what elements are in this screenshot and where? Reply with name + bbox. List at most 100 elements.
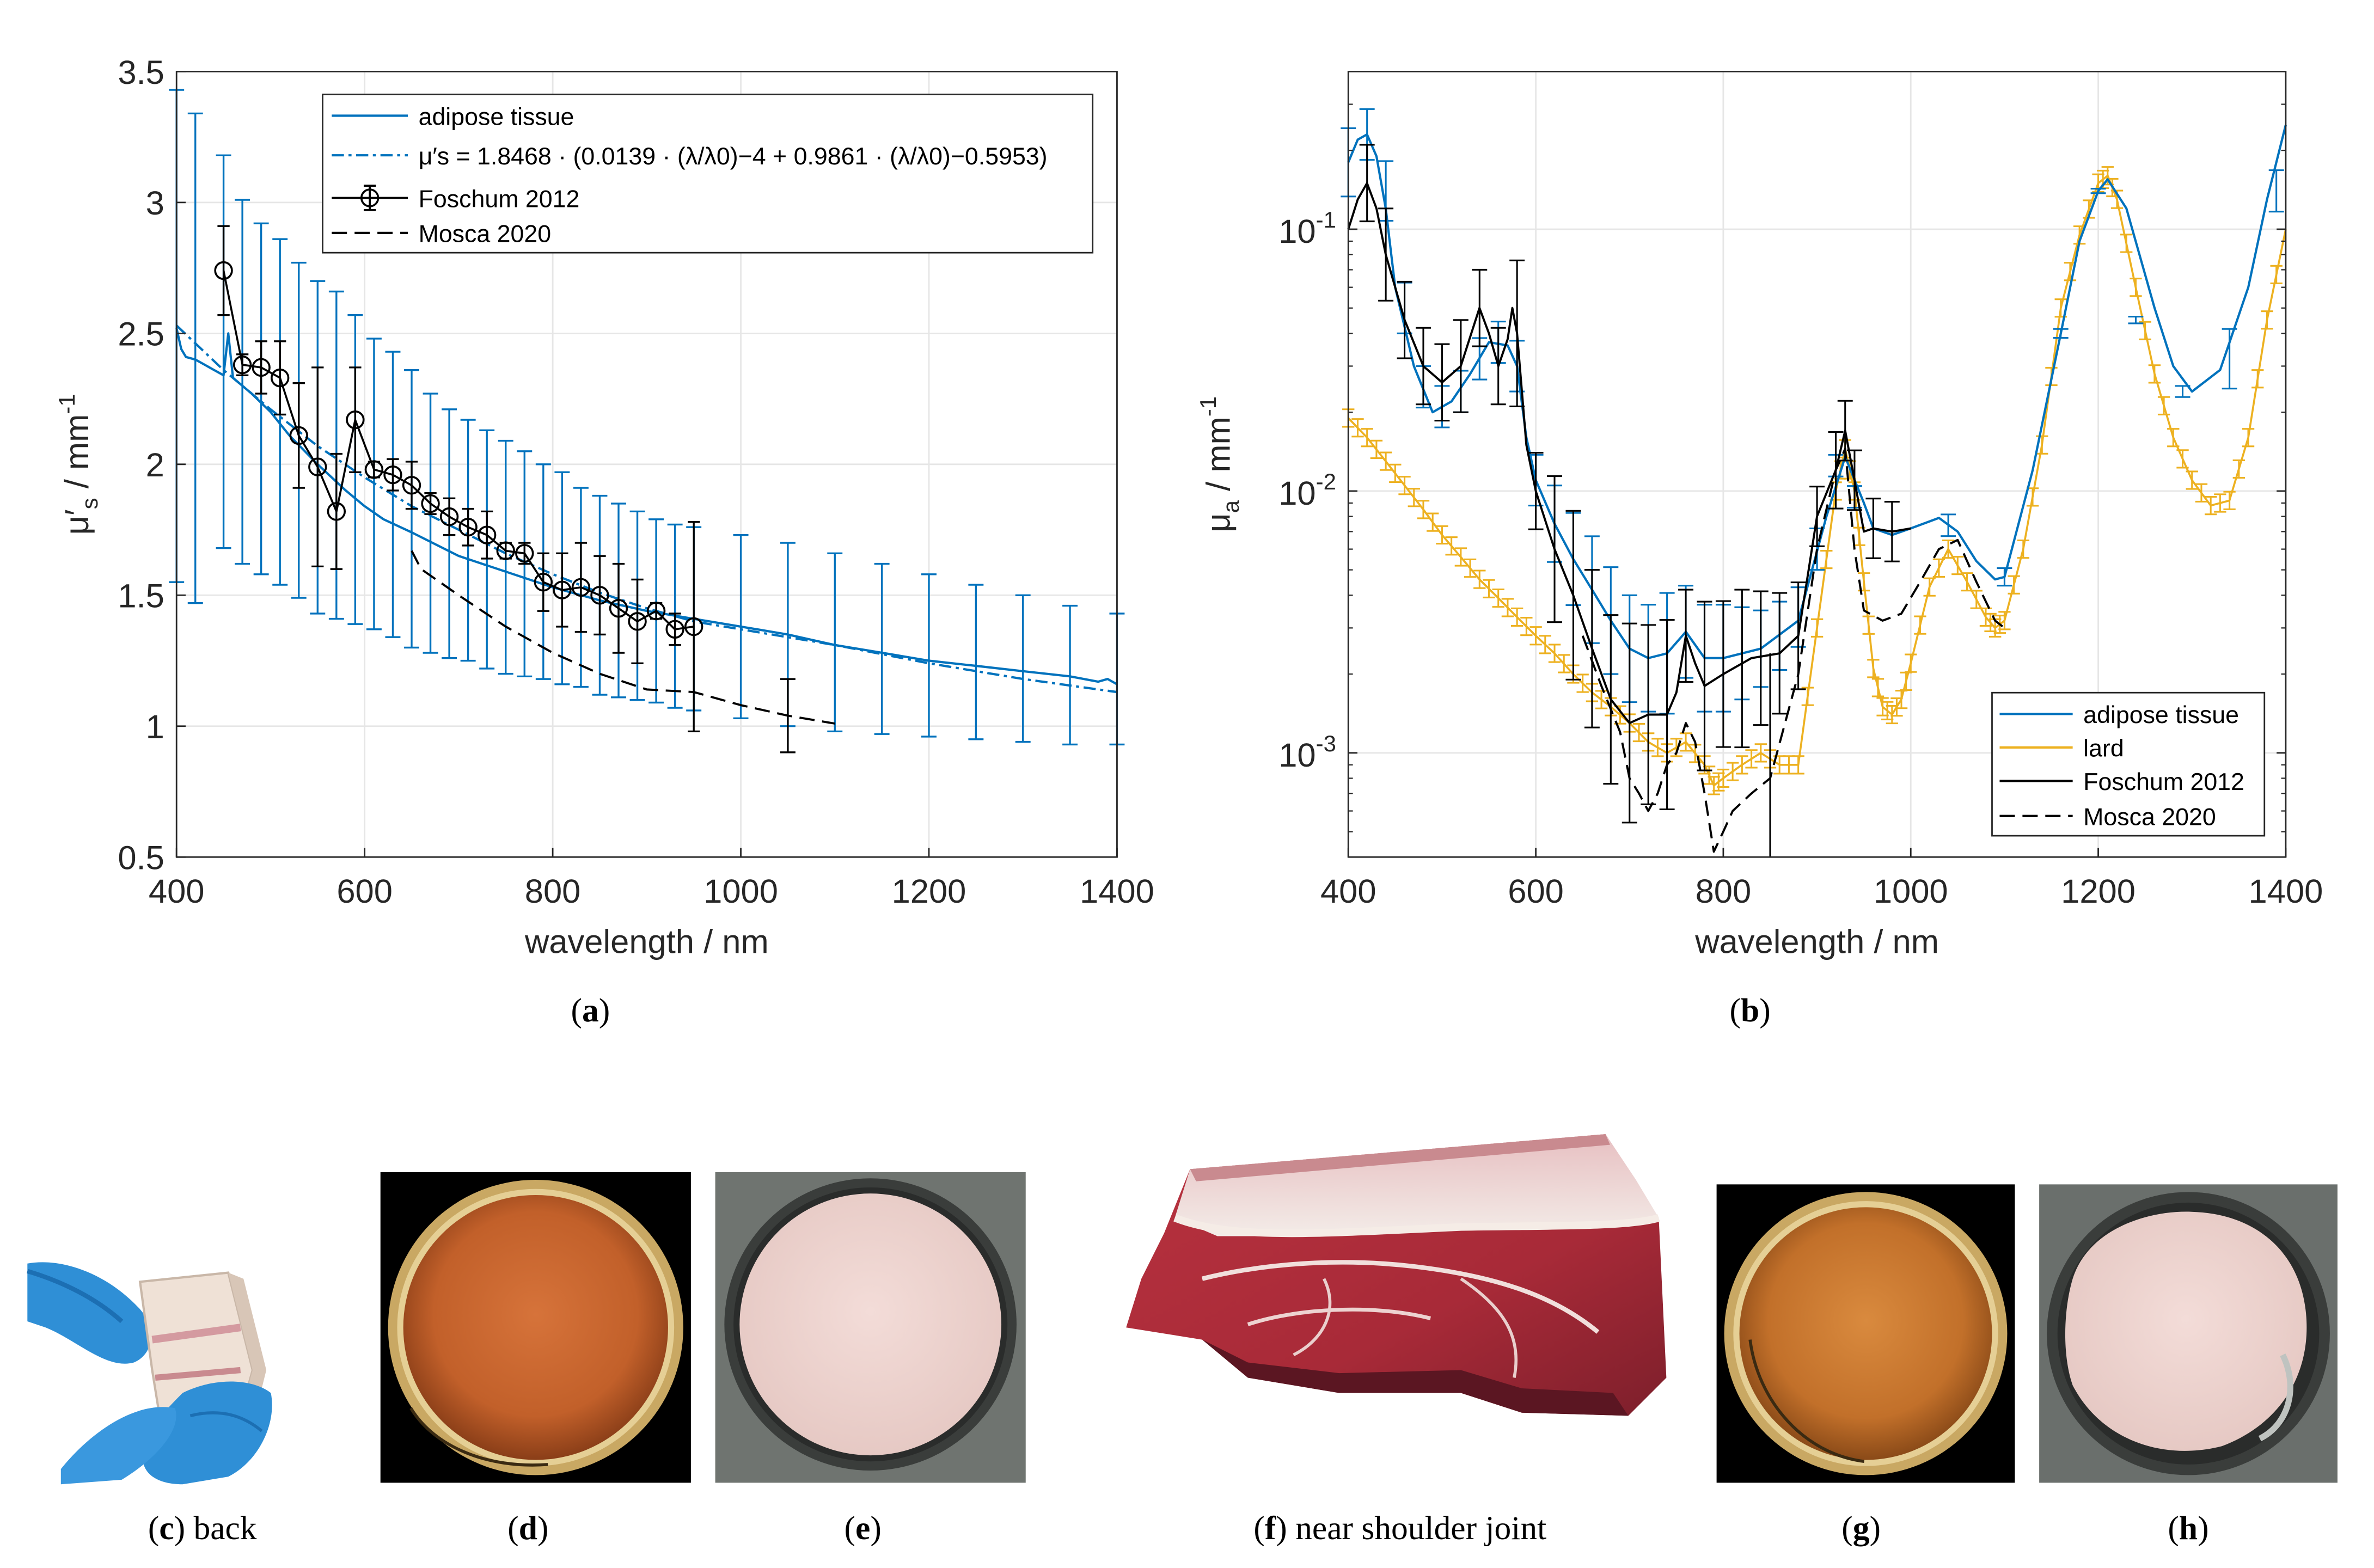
- point-foschum-a: [439, 507, 459, 526]
- point-foschum-a: [571, 578, 591, 597]
- legend-a: adipose tissue μ′s = 1.8468 · (0.0139 · …: [322, 93, 1094, 254]
- point-foschum-a: [590, 586, 609, 605]
- point-foschum-a: [252, 358, 271, 377]
- point-foschum-a: [665, 620, 684, 639]
- photo-d-orange-dish: [380, 1172, 691, 1483]
- y-tick-label: 1: [146, 708, 164, 746]
- photo-e-pink-dish: [715, 1172, 1026, 1483]
- legend-b-label-2: Foschum 2012: [2083, 769, 2244, 795]
- y-tick-label: 2: [146, 446, 164, 484]
- point-foschum-a: [289, 426, 308, 445]
- point-foschum-a: [534, 573, 553, 592]
- y-tick-label-exponent: -3: [1316, 731, 1336, 756]
- ylabel-a-sub: s: [77, 498, 102, 509]
- caption-a-letter: a: [582, 992, 599, 1029]
- y-tick-label: 3: [146, 185, 164, 222]
- caption-g-letter: g: [1853, 1510, 1870, 1547]
- ylabel-b-unit: / mm: [1200, 416, 1237, 500]
- point-foschum-a: [458, 518, 478, 537]
- x-tick-label: 1000: [1874, 873, 1948, 910]
- caption-e-letter: e: [855, 1510, 870, 1547]
- x-tick-label: 400: [1320, 873, 1376, 910]
- caption-c: (c) back: [148, 1510, 257, 1547]
- legend-a-label-0: adipose tissue: [419, 103, 574, 130]
- point-foschum-a: [515, 544, 534, 563]
- caption-c-text: back: [185, 1510, 257, 1547]
- xlabel-a: wavelength / nm: [524, 923, 769, 960]
- ylabel-b: μa / mm-1: [1195, 396, 1244, 532]
- legend-b: adipose tissue lard Foschum 2012 Mosca 2…: [1991, 691, 2266, 837]
- caption-g: (g): [1841, 1510, 1881, 1547]
- caption-a: (a): [571, 992, 610, 1029]
- legend-b-label-3: Mosca 2020: [2083, 804, 2216, 830]
- ylabel-a: μ′s / mm-1: [54, 394, 102, 535]
- x-tick-label: 800: [525, 873, 581, 910]
- ylabel-b-sub: a: [1218, 500, 1244, 513]
- ylabel-a-sup: -1: [54, 394, 79, 414]
- caption-h: (h): [2168, 1510, 2208, 1547]
- point-foschum-a: [646, 601, 666, 621]
- x-tick-label: 600: [1508, 873, 1564, 910]
- photo-f-pork-cut: [1126, 1134, 1667, 1416]
- y-tick-label: 3.5: [118, 54, 164, 91]
- photo-h-pink-dish: [2039, 1184, 2338, 1483]
- caption-b: (b): [1730, 992, 1771, 1029]
- ylabel-a-mu: μ: [58, 516, 96, 535]
- point-foschum-a: [496, 541, 515, 560]
- x-tick-label: 1200: [2061, 873, 2136, 910]
- legend-b-label-1: lard: [2083, 736, 2124, 762]
- caption-c-letter: c: [159, 1510, 174, 1547]
- y-tick-label: 10-1: [1278, 207, 1336, 250]
- caption-d: (d): [507, 1510, 548, 1547]
- series-a: [169, 89, 1125, 754]
- ylabel-b-mu: μ: [1200, 513, 1237, 532]
- point-foschum-a: [553, 580, 572, 599]
- x-tick-label: 1000: [703, 873, 778, 910]
- point-foschum-a: [346, 410, 365, 430]
- ylabel-b-sup: -1: [1195, 396, 1221, 416]
- y-tick-label: 1.5: [118, 578, 164, 615]
- x-tick-label: 800: [1696, 873, 1752, 910]
- ylabel-a-prime: ′: [58, 509, 96, 516]
- svg-text:μa / mm-1: μa / mm-1: [1195, 396, 1244, 532]
- y-tick-label: 0.5: [118, 840, 164, 877]
- x-tick-label: 400: [149, 873, 205, 910]
- point-foschum-a: [478, 525, 497, 544]
- axes-box-b: [1347, 71, 2287, 858]
- x-tick-label: 1400: [1080, 873, 1154, 910]
- x-tick-label: 600: [336, 873, 393, 910]
- point-foschum-a: [684, 617, 703, 636]
- caption-d-letter: d: [519, 1510, 537, 1547]
- legend-a-label-3: Mosca 2020: [419, 221, 552, 248]
- caption-f-letter: f: [1265, 1510, 1277, 1547]
- point-foschum-a: [364, 460, 384, 479]
- caption-e: (e): [845, 1510, 882, 1547]
- line-foschum-a: [222, 270, 694, 630]
- ticks-a: 400 600 800 1000 1200 1400 0.5 1 1.5 2 2.5 3 3.5: [118, 54, 1154, 910]
- line-foschum-b: [1347, 182, 1911, 725]
- legend-b-label-0: adipose tissue: [2083, 702, 2239, 728]
- y-tick-label-base: 10: [1278, 213, 1316, 250]
- point-foschum-a: [214, 261, 233, 280]
- line-mosca-a: [411, 550, 835, 725]
- ylabel-a-unit: / mm: [58, 414, 96, 498]
- y-tick-label-exponent: -1: [1316, 207, 1336, 232]
- point-foschum-a: [402, 476, 421, 495]
- point-foschum-a: [232, 355, 252, 375]
- xlabel-b: wavelength / nm: [1694, 923, 1939, 960]
- x-tick-label: 1400: [2248, 873, 2323, 910]
- legend-a-label-1: μ′s = 1.8468 · (0.0139 · (λ/λ0)−4 + 0.98…: [419, 143, 1048, 170]
- y-tick-label: 10-3: [1278, 731, 1336, 774]
- photo-c-gloved-hands-holding-sample: [27, 1257, 276, 1485]
- legend-a-label-2: Foschum 2012: [419, 186, 580, 212]
- series-b: [1341, 108, 2287, 857]
- photo-g-orange-dish: [1716, 1184, 2015, 1483]
- line-mosca-b: [1581, 448, 2005, 853]
- y-tick-label: 2.5: [118, 316, 164, 353]
- caption-b-letter: b: [1741, 992, 1759, 1029]
- point-foschum-a: [628, 612, 647, 631]
- y-tick-label: 10-2: [1278, 469, 1336, 512]
